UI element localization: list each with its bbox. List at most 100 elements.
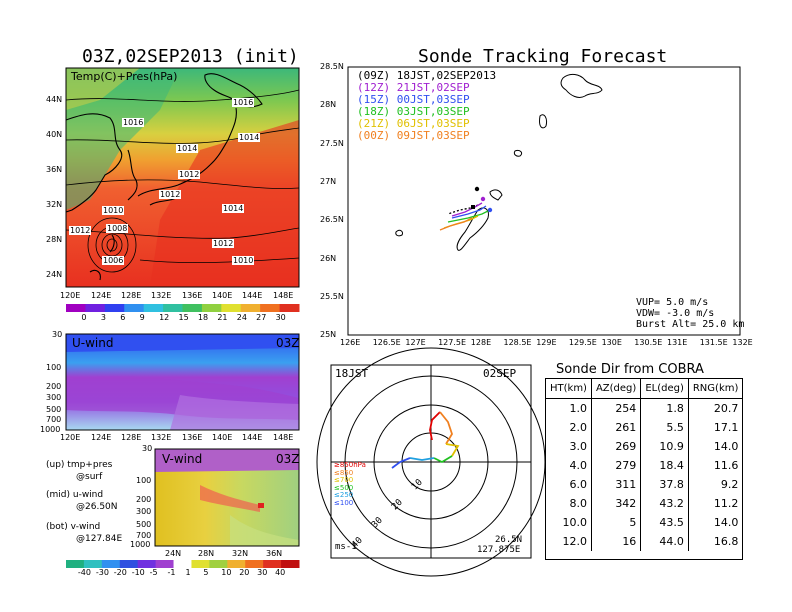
tracking-lat-tick: 28N bbox=[320, 100, 337, 110]
colorbar-tick: -5 bbox=[149, 568, 158, 577]
polar-time: 18JST bbox=[335, 367, 369, 380]
tracking-lon-tick: 131E bbox=[667, 338, 688, 347]
table-header: HT(km) bbox=[546, 379, 592, 399]
table-header: RNG(km) bbox=[692, 383, 739, 394]
level-legend-entry: ≤500 bbox=[334, 483, 354, 492]
colorbar-swatch bbox=[209, 560, 228, 568]
uwind-y-tick: 200 bbox=[46, 382, 62, 391]
legend-entry: (09Z) 18JST,02SEP2013 bbox=[357, 69, 497, 82]
table-cell: 311 bbox=[591, 475, 642, 494]
polar-lat: 26.5N bbox=[495, 535, 523, 545]
colorbar-swatch bbox=[137, 560, 157, 568]
colorbar-swatch bbox=[66, 304, 86, 312]
colorbar-tick: 24 bbox=[236, 313, 247, 322]
colorbar-swatch bbox=[263, 560, 282, 568]
table-cell: 16 bbox=[591, 532, 642, 551]
vwind-x-tick: 24N bbox=[165, 549, 182, 558]
lon-tick: 128E bbox=[121, 291, 142, 300]
lat-tick: 32N bbox=[46, 200, 63, 209]
table-cell: 16.8 bbox=[713, 535, 739, 548]
lon-tick: 132E bbox=[151, 291, 172, 300]
colorbar-tick: 9 bbox=[139, 313, 145, 322]
lon-tick: 140E bbox=[212, 291, 233, 300]
vwind-y-tick: 200 bbox=[136, 495, 152, 504]
uwind-x-tick: 148E bbox=[273, 433, 294, 442]
tracking-lon-tick: 127E bbox=[405, 338, 426, 347]
colorbar-tick: 12 bbox=[159, 313, 170, 322]
isobar-label: 1012 bbox=[69, 226, 92, 235]
legend-entry: (21Z) 06JST,03SEP bbox=[357, 117, 470, 130]
isobar-label: 1010 bbox=[232, 256, 255, 265]
vwind-y-tick: 100 bbox=[136, 476, 152, 485]
colorbar-tick: -30 bbox=[95, 568, 109, 577]
note-bot-1: (bot) v-wind bbox=[46, 522, 101, 532]
colorbar-tick: 30 bbox=[257, 568, 268, 577]
colorbar-swatch bbox=[260, 304, 281, 312]
lon-tick: 144E bbox=[242, 291, 263, 300]
tracking-lon-tick: 126.5E bbox=[372, 338, 401, 347]
colorbar-tick: 5 bbox=[203, 568, 209, 577]
note-bot-2: @127.84E bbox=[76, 534, 123, 544]
isobar-label: 1016 bbox=[122, 118, 145, 127]
tracking-lon-tick: 129.5E bbox=[568, 338, 597, 347]
isobar-label: 1008 bbox=[106, 224, 129, 233]
table-cell: 254 bbox=[591, 398, 642, 418]
tracking-lon-tick: 130.5E bbox=[634, 338, 663, 347]
uwind-y-tick: 1000 bbox=[40, 425, 61, 434]
uwind-x-tick: 124E bbox=[91, 433, 112, 442]
tracking-lat-tick: 27N bbox=[320, 176, 337, 186]
lat-tick: 44N bbox=[46, 95, 63, 104]
colorbar-swatch bbox=[173, 560, 192, 568]
colorbar-swatch bbox=[104, 304, 125, 312]
colorbar-swatch bbox=[182, 304, 203, 312]
colorbar-swatch bbox=[279, 304, 300, 312]
table-row: 4.0 279 18.4 11.6 bbox=[546, 456, 742, 475]
legend-entry: (18Z) 03JST,03SEP bbox=[357, 105, 470, 118]
isobar-label: 1012 bbox=[159, 190, 182, 199]
table-cell: 6.0 bbox=[546, 475, 592, 494]
table-cell: 3.0 bbox=[546, 437, 592, 456]
lat-tick: 28N bbox=[46, 235, 63, 244]
table-cell: 5 bbox=[591, 513, 642, 532]
table-cell: 18.4 bbox=[640, 456, 689, 475]
isobar-label: 1016 bbox=[232, 98, 255, 107]
table-cell: 12.0 bbox=[546, 532, 592, 551]
launch-site-marker bbox=[471, 205, 475, 209]
colorbar-swatch bbox=[163, 304, 183, 312]
level-legend-entry: ≥850hPa bbox=[334, 461, 366, 469]
tracking-lat-tick: 28.5N bbox=[320, 62, 344, 71]
note-up-2: @surf bbox=[76, 472, 103, 482]
table-cell: 10.0 bbox=[546, 513, 592, 532]
tracking-lat-tick: 27.5N bbox=[320, 138, 344, 148]
colorbar-swatch bbox=[191, 560, 210, 568]
vwind-label: V-wind bbox=[162, 452, 203, 466]
table-cell: 37.8 bbox=[640, 475, 689, 494]
isobar-label: 1014 bbox=[222, 204, 245, 213]
colorbar-tick: 40 bbox=[275, 568, 286, 577]
tracking-coastlines bbox=[395, 73, 603, 251]
tracking-lon-tick: 128E bbox=[470, 338, 492, 347]
colorbar-swatch bbox=[85, 304, 106, 312]
colorbar-swatch bbox=[143, 304, 164, 312]
uwind-label: U-wind bbox=[72, 336, 114, 350]
uwind-time: 03Z bbox=[276, 336, 300, 350]
uwind-x-tick: 132E bbox=[151, 433, 172, 442]
colorbar-swatch bbox=[221, 304, 242, 312]
table-cell: 8.0 bbox=[546, 494, 592, 513]
table-cell: 261 bbox=[591, 418, 642, 437]
uwind-x-tick: 136E bbox=[182, 433, 203, 442]
tracking-lon-tick: 129E bbox=[536, 338, 557, 347]
isobar-label: 1012 bbox=[212, 239, 235, 248]
uwind-y-tick: 500 bbox=[46, 405, 62, 414]
legend-entry: (12Z) 21JST,02SEP bbox=[357, 81, 470, 94]
tracking-lat-tick: 26.5N bbox=[320, 215, 344, 225]
table-cell: 4.0 bbox=[546, 456, 592, 475]
burst-alt-text: Burst Alt= 25.0 km bbox=[636, 319, 745, 330]
isobar-label: 1012 bbox=[178, 170, 201, 179]
tracking-lon-tick: 128.5E bbox=[503, 338, 532, 347]
vwind-x-tick: 28N bbox=[198, 549, 215, 558]
table-cell: 1.8 bbox=[640, 398, 689, 418]
